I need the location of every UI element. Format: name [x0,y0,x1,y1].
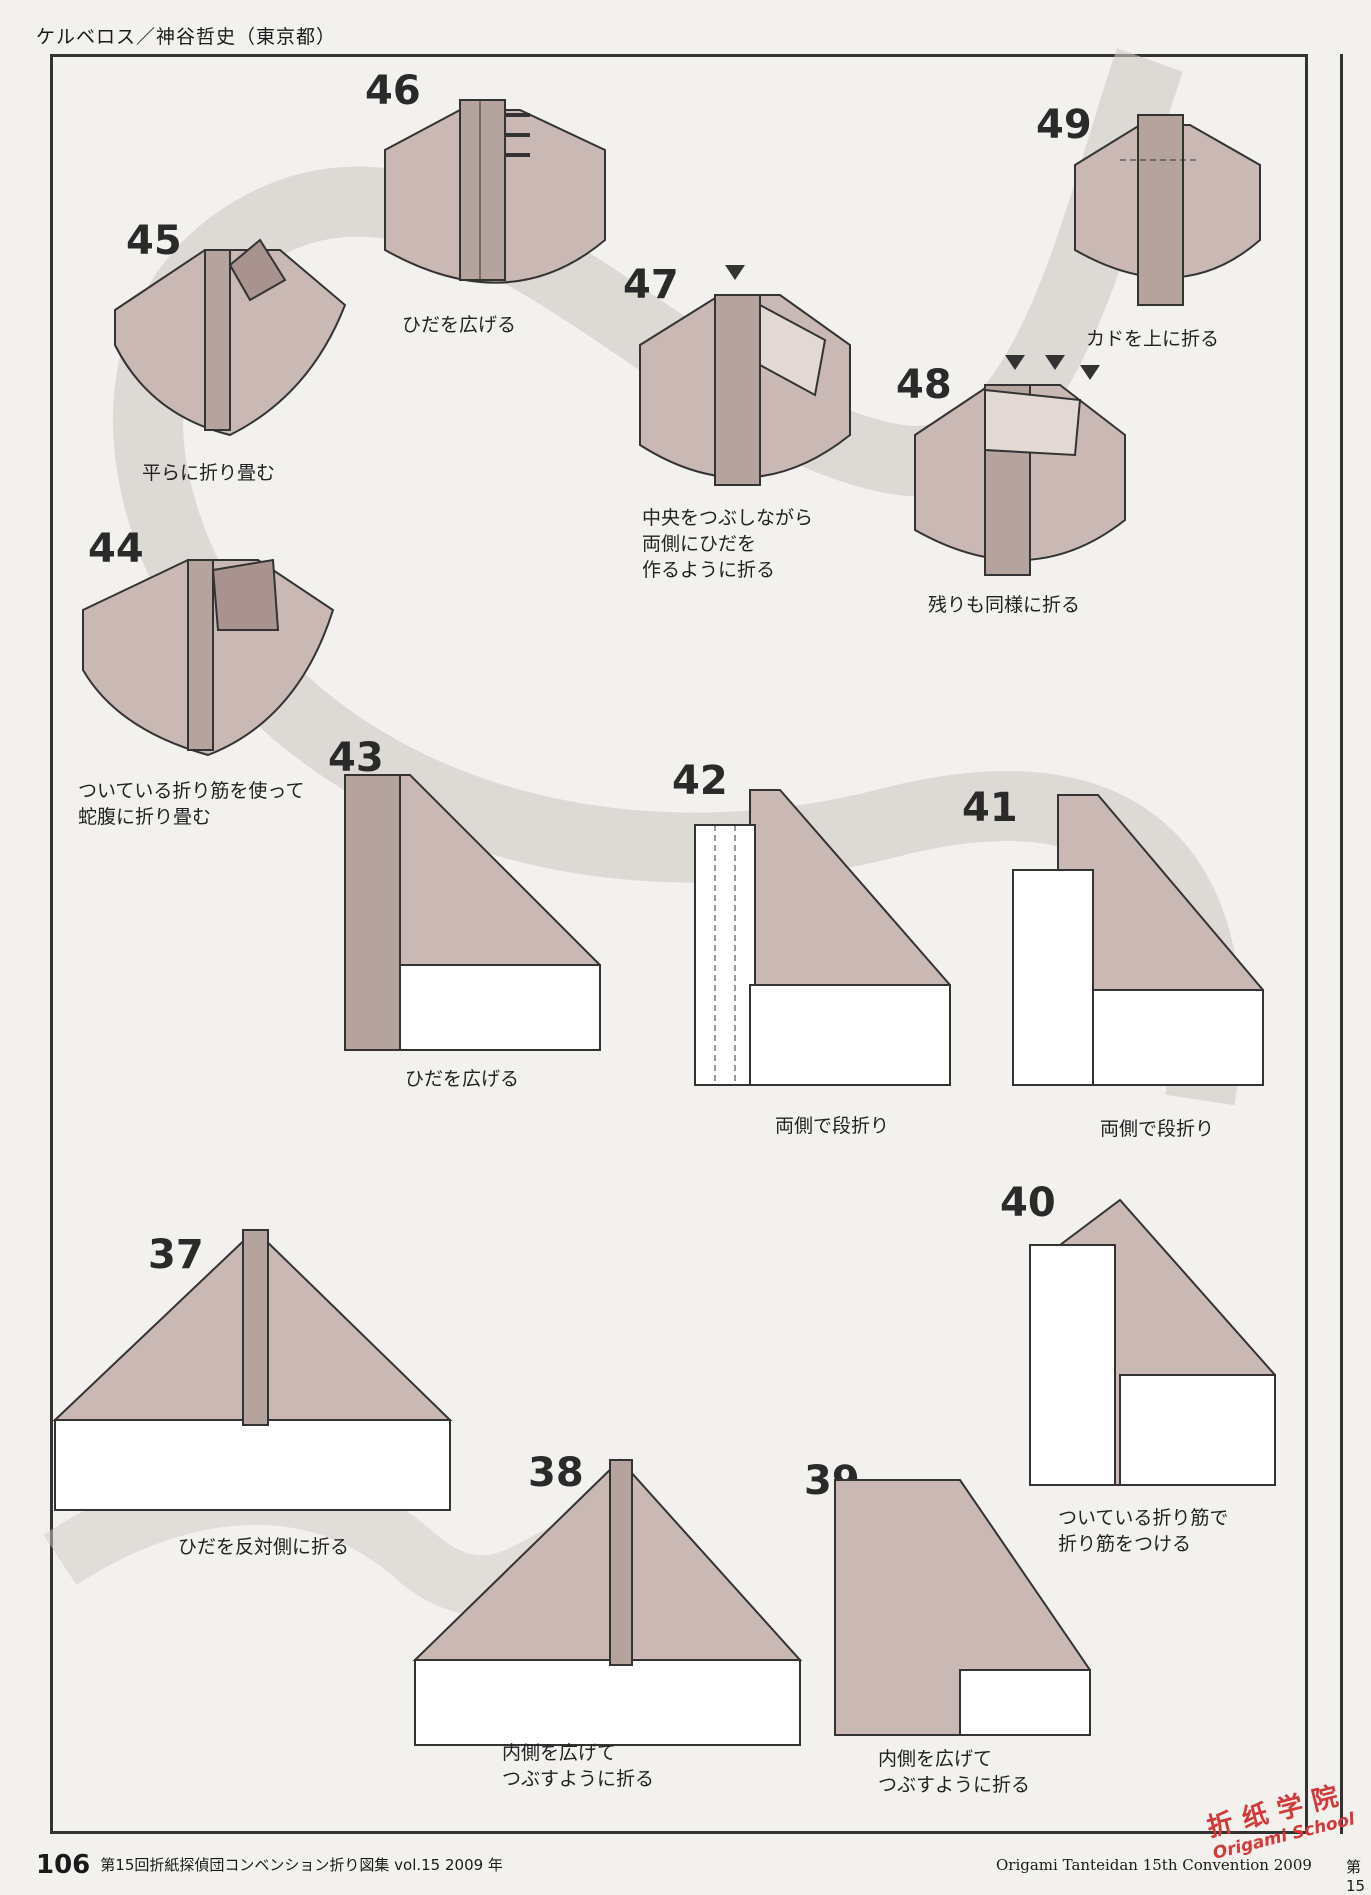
step-45-diagram [114,238,347,437]
step-44-number: 44 [88,526,144,572]
step-40-number: 40 [1000,1180,1056,1226]
footer-left: 106 第15回折紙探偵団コンベンション折り図集 vol.15 2009 年 [36,1850,503,1880]
step-44-diagram [82,558,335,757]
step-45-number: 45 [126,218,182,264]
step-38-caption: 内側を広げて つぶすように折る [502,1742,655,1790]
step-48-caption: 残りも同様に折る [928,594,1081,616]
step-47-caption: 中央をつぶしながら 両側にひだを 作るように折る [642,507,814,581]
step-38-number: 38 [528,1450,584,1496]
step-47-diagram [639,265,851,486]
footer-left-text: 第15回折紙探偵団コンベンション折り図集 vol.15 2009 年 [100,1856,503,1874]
step-37-number: 37 [148,1232,204,1278]
step-47-number: 47 [623,262,679,308]
step-42-caption: 両側で段折り [775,1115,890,1137]
step-43-diagram [344,774,601,1051]
step-41-caption: 両側で段折り [1100,1118,1215,1140]
step-42-number: 42 [672,758,728,804]
step-46-number: 46 [365,68,421,114]
diagram-frame [50,54,1308,1834]
page-header: ケルベロス／神谷哲史（東京都） [36,26,337,48]
step-49-caption: カドを上に折る [1086,328,1220,350]
step-42-diagram [694,789,951,1086]
footer-right: Origami Tanteidan 15th Convention 2009 [996,1856,1312,1874]
step-37-caption: ひだを反対側に折る [178,1536,350,1558]
step-41-diagram [1012,794,1264,1086]
step-39-caption: 内側を広げて つぶすように折る [878,1748,1031,1796]
step-43-caption: ひだを広げる [405,1068,520,1090]
step-38-diagram [412,1458,803,1746]
step-45-caption: 平らに折り畳む [142,462,276,484]
step-44-caption: ついている折り筋を使って 蛇腹に折り畳む [78,780,305,828]
page-number: 106 [36,1850,91,1880]
step-48-number: 48 [896,362,952,408]
step-49-number: 49 [1036,102,1092,148]
step-40-diagram [1029,1198,1276,1486]
step-46-caption: ひだを広げる [402,314,517,336]
step-41-number: 41 [962,785,1018,831]
step-46-diagram [384,99,606,284]
step-43-number: 43 [328,735,384,781]
step-37-diagram [52,1228,453,1511]
next-page-edge [1340,54,1371,1834]
step-49-diagram [1074,114,1261,306]
step-48-diagram [914,355,1126,576]
footer-edge: 第 15 [1346,1858,1366,1895]
step-39-diagram [834,1479,1091,1736]
step-40-caption: ついている折り筋で 折り筋をつける [1058,1507,1229,1555]
